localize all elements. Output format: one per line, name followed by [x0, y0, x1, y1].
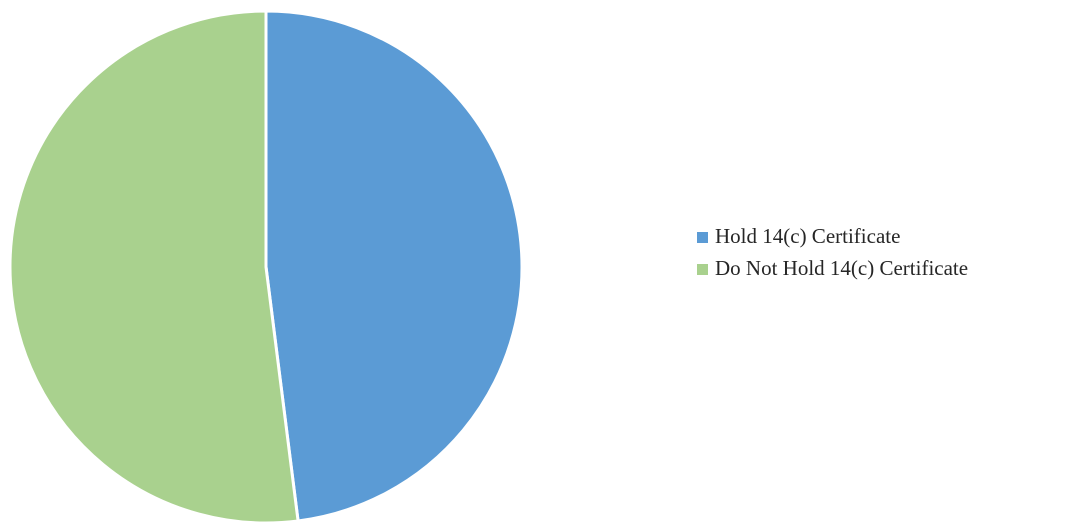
legend-label: Do Not Hold 14(c) Certificate	[715, 256, 968, 280]
legend-swatch	[697, 232, 708, 243]
pie-slice-hold-certificate	[264, 9, 524, 523]
legend-swatch	[697, 264, 708, 275]
legend: Hold 14(c) Certificate Do Not Hold 14(c) …	[697, 224, 968, 280]
legend-label: Hold 14(c) Certificate	[715, 224, 900, 248]
pie-slices	[8, 9, 524, 523]
pie-slice-do-not-hold-certificate	[8, 9, 300, 523]
